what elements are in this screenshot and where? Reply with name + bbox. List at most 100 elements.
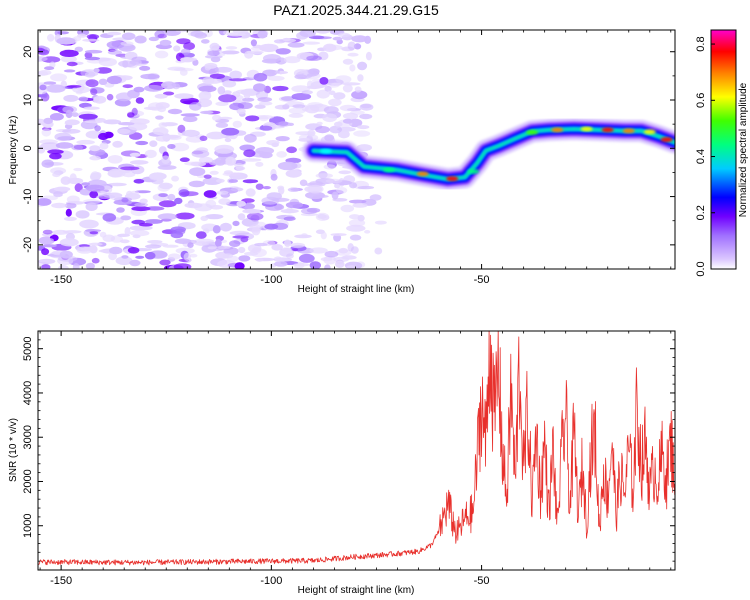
noise-blob: [38, 198, 52, 206]
noise-blob: [60, 176, 71, 185]
noise-blob: [230, 187, 244, 192]
noise-blob: [357, 61, 368, 71]
spectrogram-frame: [37, 29, 676, 270]
noise-blob: [65, 208, 72, 217]
noise-blob: [50, 73, 68, 82]
noise-blob: [173, 45, 181, 52]
noise-blob: [38, 49, 50, 56]
noise-blob: [56, 37, 76, 45]
noise-blob: [350, 110, 365, 115]
noise-blob: [211, 159, 222, 165]
noise-blob: [315, 212, 330, 221]
noise-blob: [275, 136, 290, 142]
noise-blob: [159, 39, 172, 46]
noise-blob: [207, 50, 220, 56]
noise-blob: [282, 37, 291, 42]
noise-blob: [216, 190, 229, 195]
noise-blob: [324, 250, 339, 258]
noise-blob: [276, 151, 287, 158]
noise-blob: [349, 64, 356, 72]
noise-blob: [74, 46, 84, 52]
noise-blob: [60, 55, 77, 63]
noise-blob: [93, 95, 107, 104]
noise-blob: [121, 197, 129, 203]
noise-blob: [287, 187, 300, 192]
noise-blob: [39, 84, 47, 91]
noise-blob: [170, 142, 190, 152]
ridge-hotspot-1: [383, 167, 396, 173]
noise-blob: [334, 183, 341, 189]
noise-blob: [292, 104, 306, 109]
noise-blob: [214, 144, 235, 154]
noise-blob: [274, 261, 288, 267]
noise-blob: [215, 122, 229, 128]
noise-blob: [287, 42, 305, 48]
noise-blob: [78, 96, 89, 102]
noise-blob: [81, 182, 90, 186]
noise-blob: [144, 84, 163, 92]
noise-blob: [286, 146, 297, 154]
noise-blob: [94, 125, 101, 132]
noise-blob: [354, 86, 362, 93]
noise-blob: [167, 144, 176, 149]
noise-blob: [158, 200, 177, 208]
noise-blob: [333, 92, 346, 100]
noise-blob: [212, 225, 221, 234]
noise-blob: [149, 140, 158, 147]
noise-blob: [180, 113, 200, 117]
colorbar-ticks: 0.0 0.2 0.4 0.6 0.8: [695, 36, 715, 277]
colorbar-gradient: [711, 30, 736, 269]
noise-blob: [180, 191, 199, 197]
noise-blob: [85, 229, 102, 233]
noise-blob: [108, 252, 117, 261]
noise-blob: [129, 160, 149, 165]
noise-blob: [75, 210, 90, 219]
noise-blob: [270, 173, 278, 181]
noise-blob: [255, 221, 267, 229]
noise-blob: [285, 201, 303, 209]
noise-blob: [52, 229, 69, 235]
noise-blob: [131, 206, 151, 212]
noise-blob: [121, 32, 136, 40]
noise-blob: [183, 42, 196, 51]
noise-blob: [291, 93, 312, 101]
colorbar-label: Normalized spectral amplitude: [738, 82, 749, 217]
noise-blob: [301, 90, 313, 95]
noise-blob: [90, 171, 100, 180]
noise-blob: [172, 83, 181, 90]
noise-blob: [244, 50, 254, 59]
noise-blob: [244, 251, 259, 256]
noise-blob: [223, 90, 232, 95]
noise-blob: [322, 113, 338, 123]
noise-blob: [164, 135, 179, 139]
noise-blob: [129, 230, 150, 237]
noise-blob: [226, 255, 239, 262]
noise-blob: [157, 165, 177, 170]
noise-blob: [41, 159, 54, 168]
noise-blob: [277, 161, 298, 171]
ridge-hotspot-11: [660, 137, 673, 143]
noise-blob: [215, 239, 222, 247]
noise-blob: [285, 169, 302, 178]
snr-y-tick-label-2: 3000: [22, 425, 34, 449]
snr-x-label: Height of straight line (km): [298, 585, 415, 596]
noise-blob: [135, 140, 149, 146]
noise-blob: [365, 51, 372, 61]
noise-blob: [129, 225, 148, 231]
noise-blob: [324, 264, 331, 269]
noise-blob: [129, 152, 141, 157]
ridge-hotspot-10: [643, 129, 656, 135]
noise-blob: [41, 264, 51, 269]
noise-blob: [194, 242, 209, 246]
noise-blob: [38, 56, 48, 62]
noise-blob: [309, 261, 321, 269]
noise-blob: [135, 255, 145, 259]
spectrogram-x-tick-label-2: -50: [474, 274, 490, 286]
noise-blob: [157, 33, 167, 39]
noise-blob: [144, 149, 157, 159]
noise-blob: [349, 234, 362, 241]
noise-blob: [323, 255, 337, 265]
ridge-hotspot-9: [622, 128, 635, 134]
